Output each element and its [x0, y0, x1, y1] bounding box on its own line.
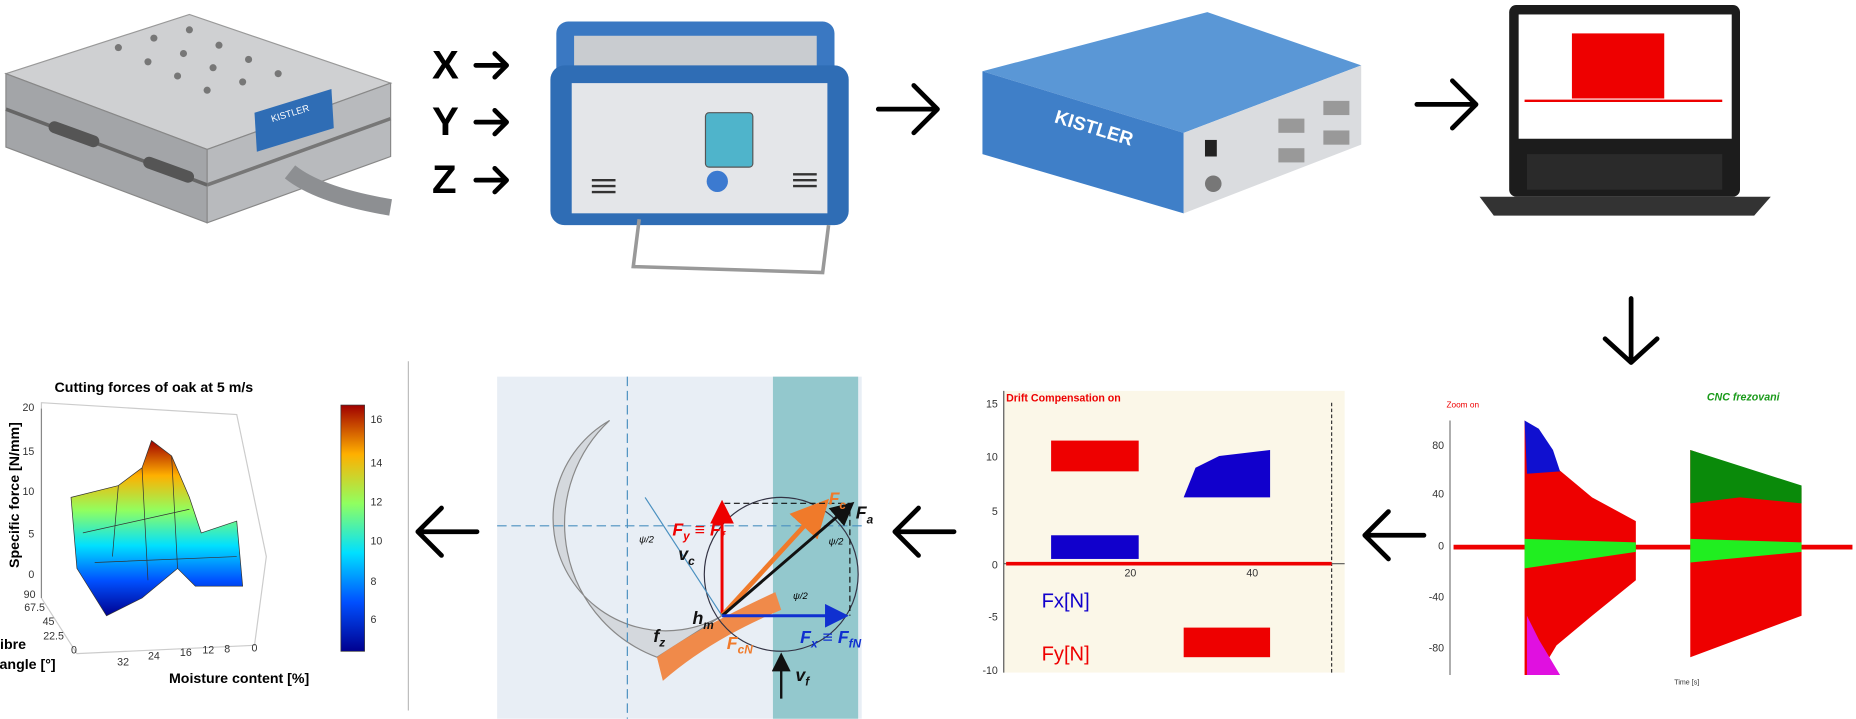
- tick-label: 15: [22, 446, 34, 458]
- page: {"inputs":{"labels":["X","Y","Z"]}, "har…: [0, 0, 1856, 719]
- colorbar: [341, 405, 365, 651]
- diagram: KISTLER X Y Z KISTLER Zoom on CNC frezov…: [0, 0, 1856, 719]
- force-plot: Drift Compensation on 15 10 5 0 -5 -10 2…: [982, 391, 1344, 677]
- axis-label: angle [°]: [0, 657, 56, 673]
- raw-plot: Zoom on CNC frezovani 80 40 0 -40 -80 Ti…: [1429, 391, 1856, 686]
- tick-label: 45: [43, 616, 55, 628]
- surface-plot: Cutting forces of oak at 5 m/s 20 15 10 …: [0, 380, 382, 687]
- input-label: Y: [432, 99, 459, 144]
- angle-label: ψ/2: [639, 534, 655, 545]
- legend-entry: Fx[N]: [1042, 590, 1090, 612]
- cutting-diagram: Fy ≡ Ff Fc Fa vc hm fz FcN Fx ≡ FfN vf ψ…: [497, 377, 873, 719]
- arrow: [476, 168, 507, 192]
- plot-title: CNC frezovani: [1707, 391, 1781, 403]
- tick-label: 22.5: [43, 630, 64, 642]
- legend-entry: Fy[N]: [1042, 644, 1090, 666]
- arrow: [476, 110, 507, 134]
- arrow: [878, 85, 937, 132]
- tick-label: 12: [370, 497, 382, 509]
- tick-label: 14: [370, 458, 382, 470]
- tick-label: 12: [202, 645, 214, 657]
- axis-label: Specific force [N/mm]: [7, 422, 23, 568]
- tick-label: 6: [370, 614, 376, 626]
- tick-label: 24: [148, 651, 160, 663]
- input-label: X: [432, 42, 459, 87]
- tick-label: 10: [370, 536, 382, 548]
- tick-label: 10: [22, 486, 34, 498]
- plot-title: Drift Compensation on: [1006, 393, 1121, 405]
- tick-label: -80: [1429, 642, 1444, 654]
- tick-label: 0: [1438, 540, 1444, 552]
- tick-label: 0: [252, 642, 258, 654]
- tick-label: 40: [1432, 488, 1444, 500]
- laptop: [1480, 5, 1771, 216]
- tick-label: 15: [986, 398, 998, 410]
- arrow: [1417, 81, 1476, 128]
- tick-label: 67.5: [24, 602, 45, 614]
- angle-label: ψ/2: [793, 591, 809, 602]
- axis-label: Fibre: [0, 637, 26, 653]
- force-plate: KISTLER: [6, 14, 391, 222]
- tick-label: -10: [982, 665, 997, 677]
- amplifier: [550, 22, 848, 273]
- daq-box: KISTLER: [982, 12, 1361, 213]
- tick-label: 5: [28, 529, 34, 541]
- tick-label: 32: [117, 656, 129, 668]
- inputs: X Y Z: [432, 42, 507, 202]
- arrow: [418, 508, 477, 555]
- tick-label: 40: [1246, 568, 1258, 580]
- plot-title: Cutting forces of oak at 5 m/s: [55, 380, 254, 396]
- arrow: [1365, 512, 1424, 559]
- plot-title: Zoom on: [1446, 400, 1479, 409]
- angle-label: ψ/2: [829, 537, 845, 548]
- arrow: [476, 54, 507, 78]
- tick-label: -40: [1429, 591, 1444, 603]
- tick-label: 80: [1432, 440, 1444, 452]
- tick-label: 0: [28, 569, 34, 581]
- tick-label: -5: [988, 612, 998, 624]
- arrow: [1605, 299, 1657, 363]
- tick-label: 16: [180, 647, 192, 659]
- tick-label: 10: [986, 452, 998, 464]
- tick-label: 0: [992, 559, 998, 571]
- tick-label: 8: [370, 576, 376, 588]
- tick-label: 20: [1124, 568, 1136, 580]
- tick-label: 16: [370, 414, 382, 426]
- axis-label: Time [s]: [1674, 678, 1699, 686]
- tick-label: 5: [992, 506, 998, 518]
- tick-label: 0: [71, 645, 77, 657]
- tick-label: 20: [22, 402, 34, 414]
- axis-label: Moisture content [%]: [169, 671, 309, 687]
- arrow: [895, 508, 954, 555]
- tick-label: 8: [224, 643, 230, 655]
- tick-label: 90: [24, 589, 36, 601]
- input-label: Z: [432, 157, 457, 202]
